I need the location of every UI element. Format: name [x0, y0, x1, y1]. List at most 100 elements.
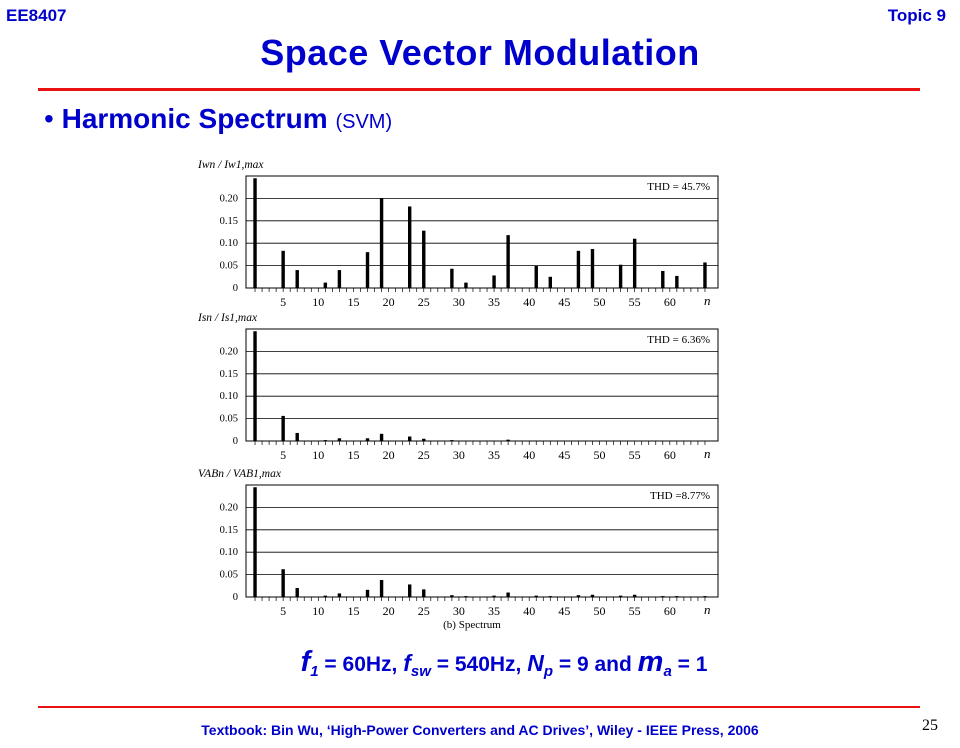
spectrum-bar: [253, 178, 257, 288]
spectrum-bar: [618, 264, 623, 288]
spectrum-bar: [534, 595, 538, 597]
spectrum-bar: [464, 440, 468, 442]
course-code: EE8407: [6, 6, 67, 25]
x-tick-label: 55: [629, 604, 641, 618]
x-tick-label: 5: [280, 295, 286, 309]
y-tick-label: 0.15: [220, 216, 238, 227]
thd-annotation: THD = 45.7%: [647, 181, 710, 193]
y-tick-label: 0: [233, 592, 238, 603]
spectrum-bar: [450, 440, 454, 441]
x-tick-label: 10: [312, 448, 324, 462]
ma-subscript: a: [663, 663, 672, 681]
x-axis-label: n: [704, 446, 711, 461]
x-tick-label: 30: [453, 295, 465, 309]
spectrum-bar: [492, 275, 496, 288]
np-value: = 9 and: [553, 653, 638, 676]
spectrum-bar: [534, 440, 538, 442]
x-tick-label: 35: [488, 604, 500, 618]
topic-label: Topic 9: [887, 6, 946, 25]
x-tick-label: 25: [418, 295, 430, 309]
x-tick-label: 20: [383, 448, 395, 462]
x-tick-label: 60: [664, 448, 676, 462]
spectrum-bar: [661, 596, 665, 597]
y-tick-label: 0.05: [220, 570, 238, 581]
textbook-citation: Textbook: Bin Wu, ‘High-Power Converters…: [201, 722, 759, 738]
spectrum-bar: [323, 282, 328, 288]
spectrum-bar: [590, 594, 595, 597]
x-tick-label: 45: [558, 448, 570, 462]
spectrum-bar: [703, 440, 707, 442]
spectrum-bar: [675, 440, 679, 442]
title-divider: [38, 88, 920, 91]
spectrum-bar: [281, 250, 285, 288]
plot-frame: [245, 328, 719, 442]
plot-frame: [245, 175, 719, 289]
spectrum-bar: [323, 595, 328, 597]
y-tick-label: 0.15: [220, 369, 238, 380]
spectrum-bar: [379, 198, 384, 288]
spectrum-bar: [703, 596, 707, 597]
x-tick-label: 55: [629, 295, 641, 309]
plot-frame: [245, 484, 719, 598]
spectrum-bar: [534, 265, 538, 288]
spectrum-bar: [295, 588, 299, 597]
y-tick-label: 0.05: [220, 261, 238, 272]
spectrum-bar: [618, 595, 623, 597]
x-tick-label: 25: [418, 448, 430, 462]
spectrum-bar: [632, 238, 637, 288]
spectrum-bar: [323, 440, 328, 441]
spectrum-bar: [703, 262, 707, 288]
spectrum-bar: [337, 270, 342, 288]
spectrum-bar: [492, 440, 496, 442]
modulation-parameters: f1 = 60Hz, fsw = 540Hz, Np = 9 and ma = …: [0, 646, 960, 680]
y-axis-label: Isn / Is1,max: [197, 312, 258, 324]
spectrum-bar: [576, 250, 581, 288]
spectrum-bar: [576, 595, 581, 597]
x-axis-label: n: [704, 293, 711, 308]
x-tick-label: 5: [280, 604, 286, 618]
y-tick-label: 0.05: [220, 414, 238, 425]
spectrum-bar: [281, 569, 285, 597]
spectrum-bar: [422, 438, 426, 441]
spectrum-bar: [632, 440, 637, 442]
spectrum-bar: [506, 235, 510, 288]
x-tick-label: 20: [383, 604, 395, 618]
x-tick-label: 25: [418, 604, 430, 618]
f1-value: = 60Hz,: [318, 653, 404, 676]
x-tick-label: 10: [312, 295, 324, 309]
x-tick-label: 15: [347, 448, 359, 462]
x-tick-label: 50: [594, 604, 606, 618]
x-tick-label: 45: [558, 604, 570, 618]
x-tick-label: 45: [558, 295, 570, 309]
ma-value: = 1: [671, 653, 708, 676]
slide-title: Space Vector Modulation: [260, 32, 700, 73]
spectrum-bar: [548, 440, 553, 442]
page-number: 25: [922, 717, 938, 734]
bullet-symbol: •: [44, 103, 54, 134]
np-symbol: N: [527, 650, 544, 676]
spectrum-bar: [253, 331, 257, 441]
footer-divider: [38, 706, 920, 708]
spectrum-bar: [337, 438, 342, 441]
spectrum-bar: [295, 270, 299, 288]
x-tick-label: 30: [453, 604, 465, 618]
f1-symbol: f: [300, 646, 311, 678]
spectrum-bar: [590, 440, 595, 442]
spectrum-bar: [450, 595, 454, 597]
spectrum-bar: [632, 594, 637, 597]
bullet-heading: • Harmonic Spectrum (SVM): [44, 103, 392, 135]
spectrum-bar: [407, 436, 412, 441]
x-tick-label: 40: [523, 448, 535, 462]
thd-annotation: THD =8.77%: [650, 490, 710, 502]
spectrum-bar: [464, 282, 468, 288]
x-tick-label: 35: [488, 295, 500, 309]
fsw-value: = 540Hz,: [430, 653, 528, 676]
y-axis-label: Iwn / Iw1,max: [197, 159, 264, 171]
x-tick-label: 50: [594, 295, 606, 309]
x-axis-label: n: [704, 602, 711, 617]
x-tick-label: 40: [523, 604, 535, 618]
y-tick-label: 0: [233, 436, 238, 447]
spectrum-bar: [422, 589, 426, 597]
spectrum-bar: [253, 487, 257, 597]
spectrum-bar: [379, 433, 384, 441]
